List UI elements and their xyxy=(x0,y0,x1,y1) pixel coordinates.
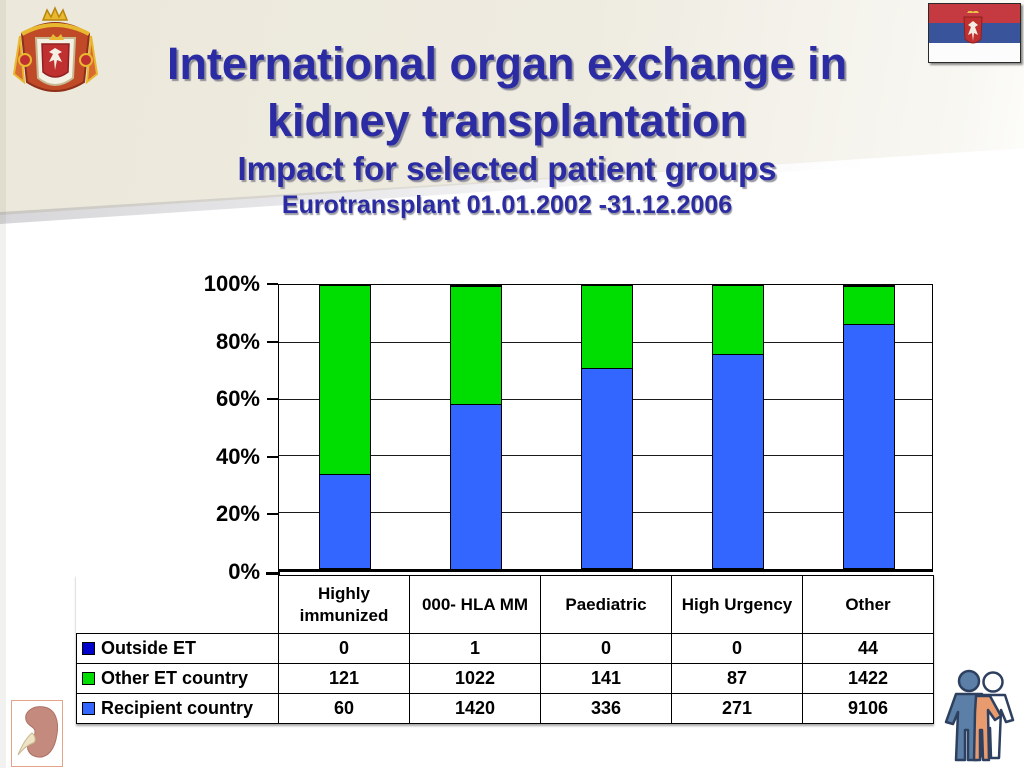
bar-segment-other-et-country xyxy=(450,287,501,405)
stacked-bar-other xyxy=(842,285,895,569)
slide-title-line2: kidney transplantation xyxy=(266,94,748,146)
bar-segment-recipient-country xyxy=(843,325,894,568)
legend-cell: Outside ET xyxy=(76,633,279,664)
stacked-bar-000-hla-mm xyxy=(449,285,502,569)
table-value: 60 xyxy=(278,693,410,724)
title-block: International organ exchange in kidney t… xyxy=(60,36,954,221)
table-value: 1420 xyxy=(409,693,541,724)
table-row-outside-et: Outside ET 0 1 0 0 44 xyxy=(76,633,934,664)
table-value: 336 xyxy=(540,693,672,724)
kidney-icon xyxy=(11,700,63,767)
table-row-recipient-country: Recipient country 60 1420 336 271 9106 xyxy=(76,693,934,724)
bar-segment-recipient-country xyxy=(581,369,632,568)
series-label: Outside ET xyxy=(101,638,197,658)
plot-area xyxy=(278,284,933,572)
recipient-country-swatch-icon xyxy=(82,702,95,715)
flag-white-stripe xyxy=(929,42,1020,62)
slide-title-line1: International organ exchange in xyxy=(166,38,848,89)
bar-segment-other-et-country xyxy=(712,286,763,355)
table-value: 1422 xyxy=(802,663,934,694)
series-label: Recipient country xyxy=(101,698,254,718)
y-axis-label-60: 60% xyxy=(215,386,260,412)
y-axis-label-20: 20% xyxy=(215,501,260,527)
legend-cell: Other ET country xyxy=(76,663,279,694)
table-value: 1 xyxy=(409,633,541,664)
bar-segment-outside-et xyxy=(843,286,894,288)
table-value: 44 xyxy=(802,633,934,664)
left-edge-strip xyxy=(0,0,6,768)
table-value: 0 xyxy=(671,633,803,664)
table-row-other-et-country: Other ET country 121 1022 141 87 1422 xyxy=(76,663,934,694)
table-value: 9106 xyxy=(802,693,934,724)
serbia-flag-icon xyxy=(928,3,1021,63)
stacked-bar-highly-immunized xyxy=(318,285,371,569)
y-axis-label-40: 40% xyxy=(215,443,260,469)
stacked-bar-paediatric xyxy=(580,285,633,569)
category-header: Other xyxy=(802,575,934,634)
table-value: 1022 xyxy=(409,663,541,694)
y-tick xyxy=(267,340,278,343)
table-value: 121 xyxy=(278,663,410,694)
data-table: Highly immunized 000- HLA MM Paediatric … xyxy=(76,575,934,724)
y-tick xyxy=(267,455,278,458)
y-tick xyxy=(267,513,278,516)
bar-segment-recipient-country xyxy=(712,354,763,568)
outside-et-swatch-icon xyxy=(82,642,95,655)
bar-segment-other-et-country xyxy=(843,287,894,326)
y-axis-label-100: 100% xyxy=(203,271,260,296)
table-value: 0 xyxy=(278,633,410,664)
table-value: 87 xyxy=(671,663,803,694)
table-value: 0 xyxy=(540,633,672,664)
y-axis-label-0: 0% xyxy=(228,559,260,584)
slide-date-range: Eurotransplant 01.01.2002 -31.12.2006 xyxy=(281,190,733,219)
flag-red-stripe xyxy=(929,4,1020,24)
category-header: Highly immunized xyxy=(278,575,410,634)
series-label: Other ET country xyxy=(101,668,249,688)
serbia-coat-of-arms-icon xyxy=(12,6,99,92)
slide-subtitle: Impact for selected patient groups xyxy=(237,150,777,188)
other-et-country-swatch-icon xyxy=(82,672,95,685)
table-value: 141 xyxy=(540,663,672,694)
flag-coat-of-arms xyxy=(963,11,983,44)
y-tick xyxy=(267,398,278,401)
bar-segment-recipient-country xyxy=(319,474,370,568)
y-tick xyxy=(267,283,278,285)
bar-segment-recipient-country xyxy=(450,404,501,569)
people-group-icon xyxy=(944,669,1015,762)
category-header: High Urgency xyxy=(671,575,803,634)
table-corner-cell xyxy=(77,576,279,634)
bar-segment-outside-et xyxy=(450,286,501,287)
bar-segment-other-et-country xyxy=(581,286,632,370)
stacked-bar-high-urgency xyxy=(711,285,764,569)
category-header: 000- HLA MM xyxy=(409,575,541,634)
y-axis-label-80: 80% xyxy=(215,328,260,354)
legend-cell: Recipient country xyxy=(76,693,279,724)
table-value: 271 xyxy=(671,693,803,724)
bar-segment-other-et-country xyxy=(319,286,370,475)
category-header-row: Highly immunized 000- HLA MM Paediatric … xyxy=(77,575,934,634)
x-axis-extension xyxy=(266,572,280,575)
category-header: Paediatric xyxy=(540,575,672,634)
